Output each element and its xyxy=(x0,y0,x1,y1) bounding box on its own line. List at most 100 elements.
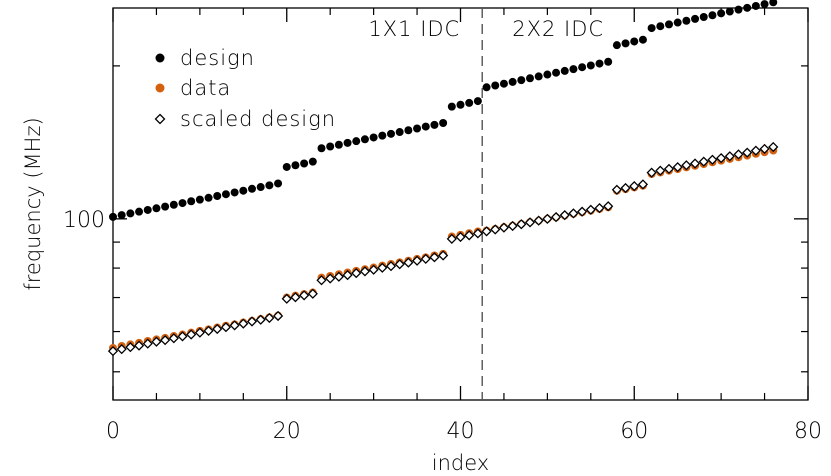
scaled-design-point xyxy=(342,269,353,281)
design-point xyxy=(569,65,578,74)
scaled-design-point xyxy=(403,257,414,268)
design-point xyxy=(552,68,561,77)
data-points xyxy=(107,0,779,357)
design-point xyxy=(560,66,569,75)
scaled-design-point xyxy=(585,204,596,215)
design-point xyxy=(230,188,239,197)
design-point xyxy=(256,183,265,192)
scaled-design-point xyxy=(724,151,735,162)
scaled-design-point xyxy=(507,220,518,232)
legend-data-marker xyxy=(155,83,165,93)
design-point xyxy=(482,83,491,92)
design-point xyxy=(213,192,222,201)
scaled-design-point xyxy=(637,179,649,190)
x-tick-label: 40 xyxy=(447,419,475,444)
scaled-design-point xyxy=(368,264,379,275)
design-point xyxy=(282,162,291,171)
design-point xyxy=(300,159,309,168)
scaled-design-point xyxy=(168,333,179,344)
design-point xyxy=(612,41,621,50)
scaled-design-point xyxy=(768,141,779,153)
design-point xyxy=(126,209,135,218)
design-point xyxy=(317,144,326,153)
scaled-design-point xyxy=(133,340,145,351)
design-point xyxy=(473,97,482,106)
design-point xyxy=(725,7,734,16)
design-point xyxy=(647,24,656,33)
design-point xyxy=(187,197,196,206)
scaled-design-point xyxy=(707,154,718,165)
design-point xyxy=(404,126,413,135)
design-point xyxy=(751,1,760,10)
scaled-design-point xyxy=(307,288,318,299)
design-point xyxy=(169,200,178,209)
design-point xyxy=(308,157,317,166)
scaled-design-point xyxy=(524,217,536,228)
scaled-design-point xyxy=(238,318,249,329)
scaled-design-point xyxy=(759,143,770,155)
design-point xyxy=(717,9,726,18)
design-point xyxy=(465,98,474,107)
scaled-design-point xyxy=(716,152,727,164)
scaled-design-point xyxy=(264,312,275,324)
design-point xyxy=(352,137,361,146)
scaled-design-point xyxy=(107,346,119,357)
design-point xyxy=(439,118,448,127)
scaled-design-point xyxy=(742,147,753,158)
design-point xyxy=(691,14,700,23)
scaled-design-point xyxy=(550,211,562,223)
scaled-design-point xyxy=(611,184,622,195)
design-point xyxy=(161,202,170,211)
scaled-design-point xyxy=(325,273,336,284)
design-point xyxy=(204,193,213,202)
scaled-design-point xyxy=(490,224,501,235)
scaled-design-point xyxy=(464,230,475,241)
design-point xyxy=(656,22,665,31)
design-point xyxy=(195,195,204,204)
design-point xyxy=(447,102,456,111)
design-point xyxy=(430,120,439,129)
legend-design-marker xyxy=(155,53,165,63)
design-point xyxy=(109,212,117,221)
scaled-design-point xyxy=(272,310,284,322)
scaled-design-point xyxy=(411,255,423,266)
scaled-design-point xyxy=(160,335,171,346)
scaled-design-point xyxy=(481,226,492,237)
design-point xyxy=(378,131,387,140)
scaled-design-point xyxy=(420,253,431,265)
scaled-design-point xyxy=(316,275,327,286)
x-tick-label: 80 xyxy=(794,419,822,444)
scaled-design-point xyxy=(750,145,761,156)
scaled-design-point xyxy=(698,156,709,167)
design-point xyxy=(456,100,465,109)
scaled-design-point xyxy=(220,322,232,333)
legend-scaled-design-marker xyxy=(154,113,166,125)
design-point xyxy=(499,79,508,88)
scaled-design-point xyxy=(151,336,162,347)
design-point xyxy=(152,204,161,213)
scaled-design-point xyxy=(533,215,544,226)
design-point xyxy=(769,0,778,7)
scaled-design-point xyxy=(281,293,292,304)
legend-data-label: data xyxy=(180,76,231,100)
design-point xyxy=(143,205,152,214)
scaled-design-point xyxy=(203,325,214,336)
scaled-design-point xyxy=(733,149,744,160)
scaled-design-point xyxy=(333,271,344,282)
scaled-design-point xyxy=(594,202,605,214)
scaled-design-point xyxy=(385,261,397,272)
design-point xyxy=(665,20,673,29)
design-point xyxy=(595,59,604,68)
design-point xyxy=(326,142,335,151)
scaled-design-point xyxy=(629,180,640,192)
region-label-1x1: 1X1 IDC xyxy=(368,17,460,41)
design-point xyxy=(360,135,369,144)
scaled-design-point xyxy=(681,160,692,171)
scaled-design-point xyxy=(212,323,223,335)
scaled-design-point xyxy=(438,250,449,261)
scaled-design-point xyxy=(568,208,579,219)
design-point xyxy=(395,128,404,137)
scaled-design-point xyxy=(559,210,570,221)
scaled-design-point xyxy=(394,259,405,270)
